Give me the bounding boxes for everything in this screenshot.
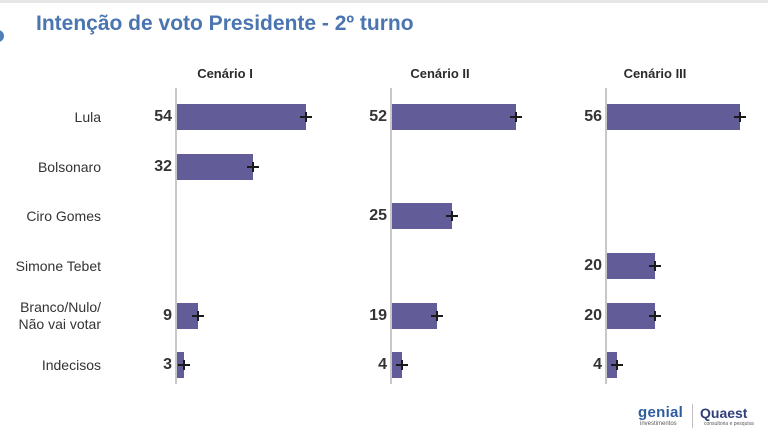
category-label: Branco/Nulo/Não vai votar: [18, 299, 101, 332]
quaest-logo-subtitle: consultoria e pesquisa: [704, 421, 754, 427]
data-label: 25: [369, 207, 387, 224]
error-bar-center: [183, 360, 186, 370]
bar: [177, 154, 254, 180]
bar: [392, 203, 452, 229]
error-bar-center: [653, 261, 656, 271]
category-label: Ciro Gomes: [26, 207, 101, 224]
bar: [607, 104, 741, 130]
data-label: 20: [584, 257, 602, 274]
error-bar-center: [304, 112, 307, 122]
category-label: Bolsonaro: [37, 158, 101, 175]
data-label: 54: [154, 108, 172, 125]
data-label: 9: [163, 307, 172, 324]
category-label: Indecisos: [41, 356, 101, 373]
page-marker-icon: [0, 30, 4, 42]
logo-divider: [692, 404, 693, 428]
top-divider: [0, 0, 768, 3]
error-bar-center: [653, 311, 656, 321]
data-label: 56: [584, 108, 602, 125]
error-bar-center: [436, 311, 439, 321]
category-label: Lula: [74, 108, 101, 125]
data-label: 3: [163, 356, 172, 373]
data-label: 52: [369, 108, 387, 125]
bar: [607, 253, 655, 279]
bar: [392, 104, 516, 130]
genial-logo-subtitle: investimentos: [640, 421, 677, 427]
bar: [392, 303, 438, 329]
data-label: 19: [369, 307, 387, 324]
error-bar-center: [450, 211, 453, 221]
panel-header: Cenário II: [410, 66, 470, 81]
category-label: Simone Tebet: [15, 257, 101, 274]
panel-axis: [605, 88, 607, 384]
panel-header: Cenário I: [197, 66, 253, 81]
data-label: 20: [584, 307, 602, 324]
error-bar-center: [197, 311, 200, 321]
chart-title: Intenção de voto Presidente - 2º turno: [36, 12, 414, 35]
bar: [177, 104, 306, 130]
genial-logo: genial: [638, 404, 684, 421]
quaest-logo: Quaest: [700, 405, 748, 421]
bar: [607, 303, 655, 329]
data-label: 32: [154, 158, 172, 175]
data-label: 4: [593, 356, 602, 373]
panel-axis: [390, 88, 392, 384]
error-bar-center: [252, 162, 255, 172]
bar: [177, 303, 199, 329]
panel-header: Cenário III: [623, 66, 687, 81]
error-bar-center: [400, 360, 403, 370]
error-bar-center: [739, 112, 742, 122]
panel-axis: [175, 88, 177, 384]
error-bar-center: [615, 360, 618, 370]
data-label: 4: [378, 356, 387, 373]
error-bar-center: [514, 112, 517, 122]
